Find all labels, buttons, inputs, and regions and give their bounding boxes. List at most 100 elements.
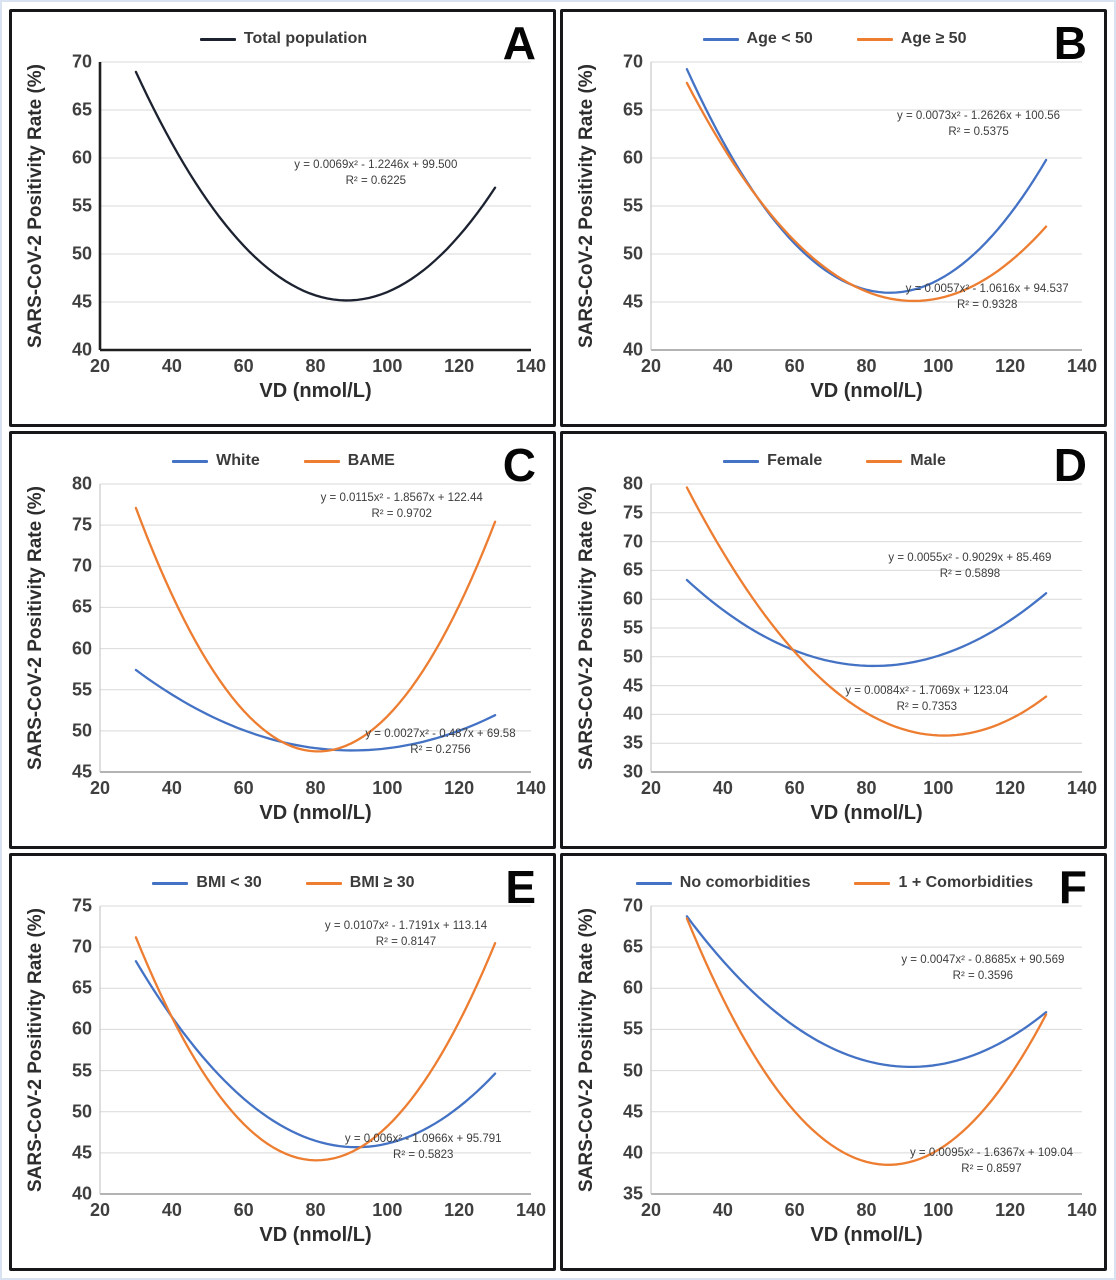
curve-white	[136, 670, 495, 750]
legend-line-sample-female	[723, 459, 760, 463]
y-tick-label: 50	[71, 1101, 92, 1122]
plot-area-A: y = 0.0069x² - 1.2246x + 99.500 R² = 0.62…	[100, 62, 531, 350]
equation-bmi-30: y = 0.006x² - 1.0966x + 95.791 R² = 0.582…	[345, 1131, 502, 1163]
y-tick-label: 60	[622, 588, 643, 609]
x-axis-ticks: 20 40 60 80 100 120 140	[90, 350, 546, 380]
legend-line-sample-bame	[303, 459, 340, 463]
x-tick-label: 80	[856, 356, 877, 376]
legend-item-age-50: Age ≥ 50	[856, 30, 967, 48]
panel-E: BMI < 30 BMI ≥ 30 E SARS-CoV-2 Positivity R…	[9, 853, 556, 1271]
x-axis-ticks: 20 40 60 80 100 120 140	[641, 772, 1097, 802]
legend-label-age-50: Age ≥ 50	[900, 30, 967, 47]
r-squared-text: R² = 0.5898	[939, 568, 1001, 581]
legend-F: No comorbidities 1 + Comorbidities	[569, 860, 1100, 906]
r-squared-text: R² = 0.2756	[410, 744, 471, 756]
legend-label-male: Male	[910, 452, 946, 469]
x-tick-label: 100	[923, 356, 954, 376]
equation-text: y = 0.0027x² - 0.487x + 69.58	[365, 727, 516, 740]
x-tick-label: 100	[372, 1200, 403, 1220]
x-tick-label: 60	[233, 356, 254, 376]
legend-item-white: White	[172, 452, 260, 470]
legend-item-no-comorbidities: No comorbidities	[635, 874, 810, 892]
x-axis-ticks: 20 40 60 80 100 120 140	[641, 350, 1097, 380]
legend-line-sample-bmi-30	[152, 881, 189, 885]
x-tick-label: 20	[640, 356, 662, 376]
equation-text: y = 0.0069x² - 1.2246x + 99.500	[294, 159, 458, 172]
curve-age-50	[687, 83, 1046, 301]
y-tick-label: 45	[71, 291, 92, 312]
y-axis-title: SARS-CoV-2 Positivity Rate (%)	[25, 486, 46, 770]
equation-text: y = 0.0084x² - 1.7069x + 123.04	[845, 684, 1009, 697]
legend-line-sample-male	[866, 459, 903, 463]
x-tick-label: 140	[515, 356, 547, 376]
x-tick-label: 120	[995, 778, 1026, 798]
legend-item-female: Female	[723, 452, 822, 470]
x-tick-label: 60	[784, 1200, 805, 1220]
legend-label-bmi-30: BMI < 30	[196, 874, 262, 891]
r-squared-text: R² = 0.8597	[961, 1163, 1022, 1176]
y-tick-label: 55	[71, 195, 92, 216]
x-tick-label: 100	[372, 778, 403, 798]
y-tick-label: 50	[622, 243, 643, 264]
y-tick-label: 35	[622, 732, 643, 753]
x-tick-label: 20	[89, 1200, 111, 1220]
x-axis-title: VD (nmol/L)	[810, 1224, 923, 1246]
equation-text: y = 0.0073x² - 1.2626x + 100.56	[897, 110, 1061, 123]
r-squared-text: R² = 0.3596	[952, 970, 1014, 983]
legend-line-sample-age-50	[702, 37, 739, 41]
legend-C: White BAME	[18, 438, 549, 484]
y-axis-ticks: 70 65 60 55 50 45 40	[605, 52, 651, 360]
panel-B: Age < 50 Age ≥ 50 B SARS-CoV-2 Positivity R…	[560, 9, 1107, 427]
panel-C: White BAME C SARS-CoV-2 Positivity Rate (%)…	[9, 431, 556, 849]
x-tick-label: 40	[712, 1200, 733, 1220]
x-tick-label: 20	[89, 356, 111, 376]
legend-label-1-comorbidities: 1 + Comorbidities	[898, 874, 1034, 891]
legend-label-bmi-30: BMI ≥ 30	[349, 874, 415, 891]
y-axis-title: SARS-CoV-2 Positivity Rate (%)	[576, 908, 597, 1192]
x-tick-label: 80	[305, 1200, 326, 1220]
x-tick-label: 40	[712, 356, 733, 376]
panel-letter-D: D	[1053, 439, 1088, 491]
r-squared-text: R² = 0.6225	[345, 175, 407, 188]
y-tick-label: 35	[622, 1183, 643, 1204]
equation-age-50: y = 0.0073x² - 1.2626x + 100.56 R² = 0.53…	[897, 108, 1060, 140]
equation-no-comorbidities: y = 0.0047x² - 0.8685x + 90.569 R² = 0.35…	[901, 952, 1064, 984]
x-tick-label: 80	[856, 778, 877, 798]
x-tick-label: 140	[1066, 356, 1098, 376]
y-tick-label: 45	[71, 761, 92, 782]
y-tick-label: 55	[622, 1018, 643, 1039]
legend-label-bame: BAME	[347, 452, 395, 469]
equation-age-50: y = 0.0057x² - 1.0616x + 94.537 R² = 0.93…	[906, 281, 1069, 313]
plot-area-C: y = 0.0027x² - 0.487x + 69.58 R² = 0.2756…	[100, 484, 531, 772]
x-tick-label: 20	[640, 778, 662, 798]
y-tick-label: 45	[622, 291, 643, 312]
y-tick-label: 55	[71, 1060, 92, 1081]
legend-A: Total population	[18, 16, 549, 62]
y-tick-label: 40	[71, 339, 92, 360]
x-tick-label: 100	[923, 778, 954, 798]
panel-letter-E: E	[505, 861, 537, 913]
legend-label-age-50: Age < 50	[746, 30, 813, 47]
y-tick-label: 45	[622, 675, 643, 696]
y-tick-label: 70	[71, 936, 92, 957]
equation-text: y = 0.0057x² - 1.0616x + 94.537	[905, 282, 1069, 295]
curve-total-population	[136, 72, 495, 301]
y-tick-label: 45	[71, 1142, 92, 1163]
legend-D: Female Male	[569, 438, 1100, 484]
equation-text: y = 0.0115x² - 1.8567x + 122.44	[320, 491, 483, 504]
legend-item-total-population: Total population	[199, 30, 367, 48]
x-tick-label: 140	[515, 1200, 547, 1220]
x-tick-label: 140	[1066, 778, 1098, 798]
y-tick-label: 75	[622, 502, 643, 523]
y-tick-label: 70	[622, 895, 643, 916]
plot-area-E: y = 0.006x² - 1.0966x + 95.791 R² = 0.582…	[100, 906, 531, 1194]
equation-text: y = 0.006x² - 1.0966x + 95.791	[344, 1132, 502, 1145]
x-tick-label: 60	[784, 778, 805, 798]
y-tick-label: 60	[71, 638, 92, 659]
x-tick-label: 20	[640, 1200, 662, 1220]
x-tick-label: 100	[372, 356, 403, 376]
y-tick-label: 65	[71, 596, 92, 617]
x-tick-label: 40	[161, 1200, 182, 1220]
y-axis-ticks: 70 65 60 55 50 45 40	[54, 52, 100, 360]
